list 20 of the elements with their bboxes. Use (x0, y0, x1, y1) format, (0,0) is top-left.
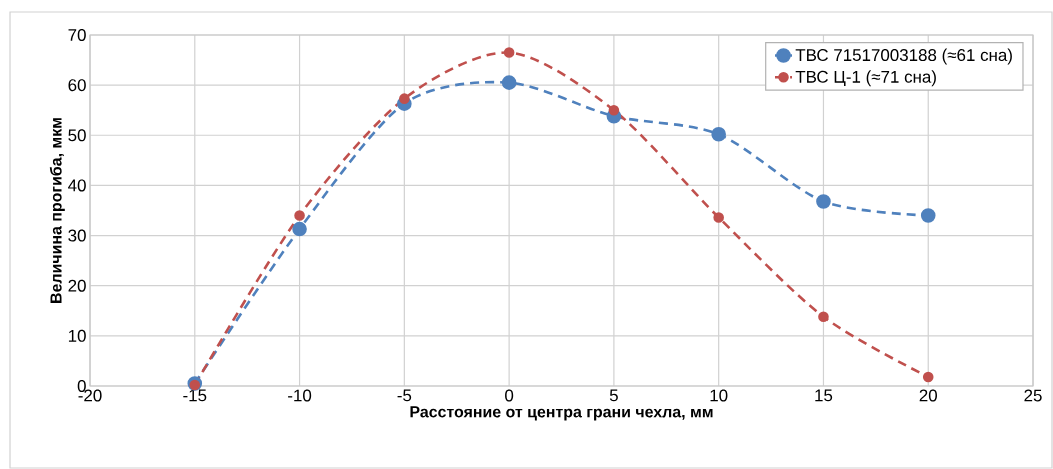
y-tick-label: 40 (68, 179, 86, 192)
y-tick-label: 70 (68, 29, 86, 41)
x-tick-label: 0 (505, 389, 514, 402)
x-tick-label: 25 (1024, 389, 1042, 402)
y-axis-title: Величина прогиба, мкм (49, 118, 65, 303)
x-tick-label: 20 (919, 389, 937, 402)
x-tick-label: 5 (609, 389, 618, 402)
x-tick-label: -10 (288, 389, 312, 402)
legend-label: ТВС 71517003188 (≈61 сна) (795, 48, 1012, 65)
y-tick-label: 60 (68, 79, 86, 92)
y-tick-label: 50 (68, 129, 86, 142)
y-tick-label: 20 (68, 279, 86, 292)
y-tick-label: 10 (68, 329, 86, 342)
x-tick-label: 15 (815, 389, 833, 402)
x-axis-title: Расстояние от центра грани чехла, мм (410, 406, 713, 421)
x-tick-label: -15 (183, 389, 207, 402)
legend-label: ТВС Ц-1 (≈71 сна) (795, 70, 936, 87)
x-tick-label: 10 (710, 389, 728, 402)
x-tick-label: -5 (397, 389, 412, 402)
y-tick-label: 30 (68, 229, 86, 242)
